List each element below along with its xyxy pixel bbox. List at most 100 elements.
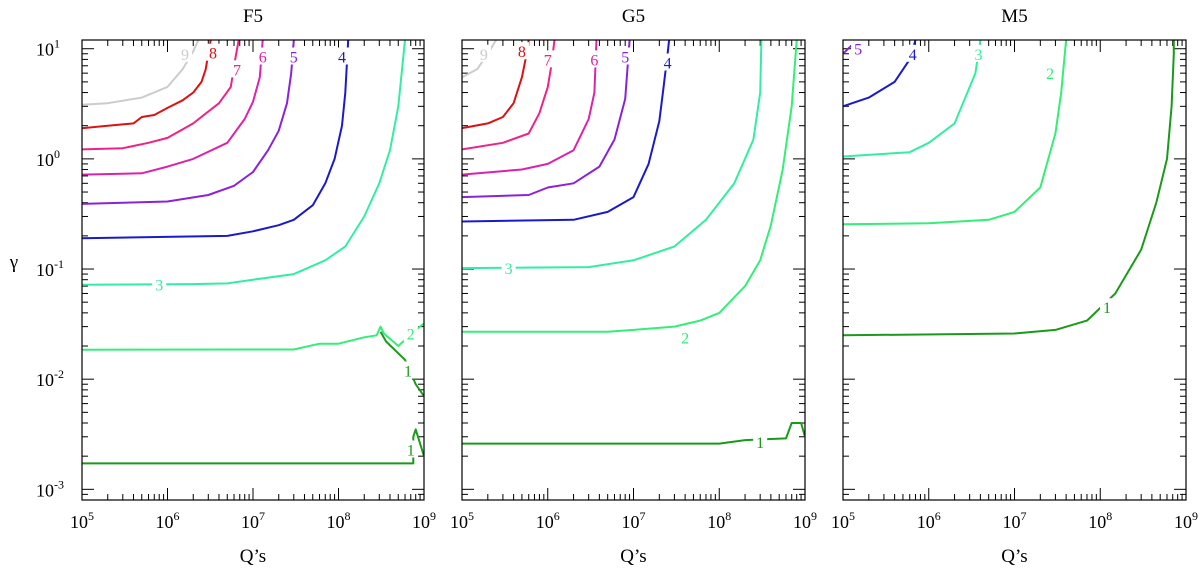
panel-title: G5 [622,6,645,27]
contour-label-bg [152,275,167,293]
contour-label: 5 [854,42,862,59]
contour-line-level-9 [82,40,200,106]
contour-label: 3 [505,261,513,278]
x-tick-label: 106 [917,509,941,532]
panel-f5: F5 9 87 6 5 4 3 2 1 1 105 106 107 108 109 Q’s 10-3 10-2 10… [36,6,436,567]
plot-frame [842,39,1187,501]
x-tick-label: 109 [1174,509,1198,532]
contour-label-bg [678,328,693,346]
y-tick-label: 101 [36,37,60,60]
contour-line-level-3 [82,40,406,286]
axis-ticks [81,40,425,501]
contour-line-level-7 [462,40,556,151]
panel-m5: M5 5 4 3 2 1 105 106 107 108 109 Q’s [831,6,1198,567]
contour-label-bg [476,44,491,62]
contour-line-level-1 [379,331,424,397]
x-tick-label: 105 [70,509,94,532]
y-tick-label: 10-1 [36,257,64,280]
contour-lines: 5 4 3 2 1 [843,40,1175,337]
x-tick-label: 109 [412,509,436,532]
contour-label: 2 [681,330,689,347]
contour-label: 2 [407,326,415,343]
panel-g5: G5 9 8 7 6 5 4 3 2 1 105 106 107 108 109 Q’s [450,6,817,567]
contour-line-level-2 [462,40,798,333]
contour-label: 3 [155,278,163,295]
contour-label: 1 [1103,300,1111,317]
contour-label: 9 [181,47,189,64]
contour-label-bg [403,324,418,342]
x-tick-label: 108 [1088,509,1112,532]
contour-label-bg [905,44,920,62]
contour-label: 6 [259,49,267,66]
x-tick-label: 109 [793,509,817,532]
x-tick-label: 106 [156,509,180,532]
contour-label: 7 [544,52,552,69]
contour-label-bg [753,432,768,450]
contour-label: 1 [404,363,412,380]
contour-line-level-1 [82,428,424,465]
contour-label: 4 [664,55,672,72]
contour-label-bg [286,47,301,65]
x-axis-label: Q’s [1001,546,1027,567]
contour-label-bg [587,50,602,68]
x-axis-label: Q’s [240,546,266,567]
contour-label: 5 [290,49,298,66]
x-tick-label: 108 [707,509,731,532]
contour-label-bg [1043,64,1058,82]
x-tick-label: 105 [450,509,474,532]
panel-title: M5 [1001,6,1027,27]
contour-label: 2 [1046,66,1054,83]
contour-label-bg [403,440,418,458]
contour-label: 7 [233,62,241,79]
contour-label: 8 [518,44,526,61]
contour-label: 5 [621,49,629,66]
x-tick-label: 106 [536,509,560,532]
contour-line-level-3 [462,40,763,270]
contour-line-level-6 [82,40,264,176]
contour-label-bg [177,44,192,62]
contour-label: 3 [974,47,982,64]
contour-label-bg [501,259,516,277]
y-tick-label: 10-2 [36,367,64,390]
contour-line-level-1 [843,40,1175,337]
x-tick-label: 107 [1003,509,1027,532]
plot-frame [461,39,806,501]
contour-label-bg [335,47,350,65]
contour-label: 6 [590,52,598,69]
contour-label-bg [851,40,866,57]
contour-label-bg [618,47,633,65]
y-axis-label: γ [9,252,18,273]
contour-label-bg [230,60,245,78]
contour-line-level-4 [82,40,350,240]
contour-line-level-3 [843,40,982,158]
contour-label-bg [255,47,270,65]
x-tick-label: 105 [831,509,855,532]
contour-label-bg [660,53,675,71]
y-tick-label: 10-3 [36,477,64,500]
contour-label-bg [540,50,555,68]
contour-line-level-6 [462,40,598,176]
panel-title: F5 [243,6,263,27]
contour-label: 1 [407,442,415,459]
contour-lines: 9 8 7 6 5 4 3 2 1 [462,40,805,452]
x-tick-label: 108 [327,509,351,532]
contour-label-bg [205,43,220,61]
x-tick-label: 107 [241,509,265,532]
contour-label: 9 [480,47,488,64]
contour-label: 4 [909,47,917,64]
x-tick-label: 107 [622,509,646,532]
contour-line-level-2 [82,322,424,351]
contour-line-level-5 [462,40,631,199]
contour-line-level-5 [82,40,295,205]
contour-line-level-8 [462,40,530,130]
contour-label-bg [971,44,986,62]
contour-label-bg [514,42,529,60]
contour-label-bg [401,361,416,379]
contour-label: 8 [209,46,217,63]
contour-lines: 9 87 6 5 4 3 2 1 1 [82,40,424,465]
contour-label: 1 [756,435,764,452]
contour-line-level-2 [843,40,1068,226]
contour-label: 4 [338,49,346,66]
contour-line-level-8 [82,40,212,130]
